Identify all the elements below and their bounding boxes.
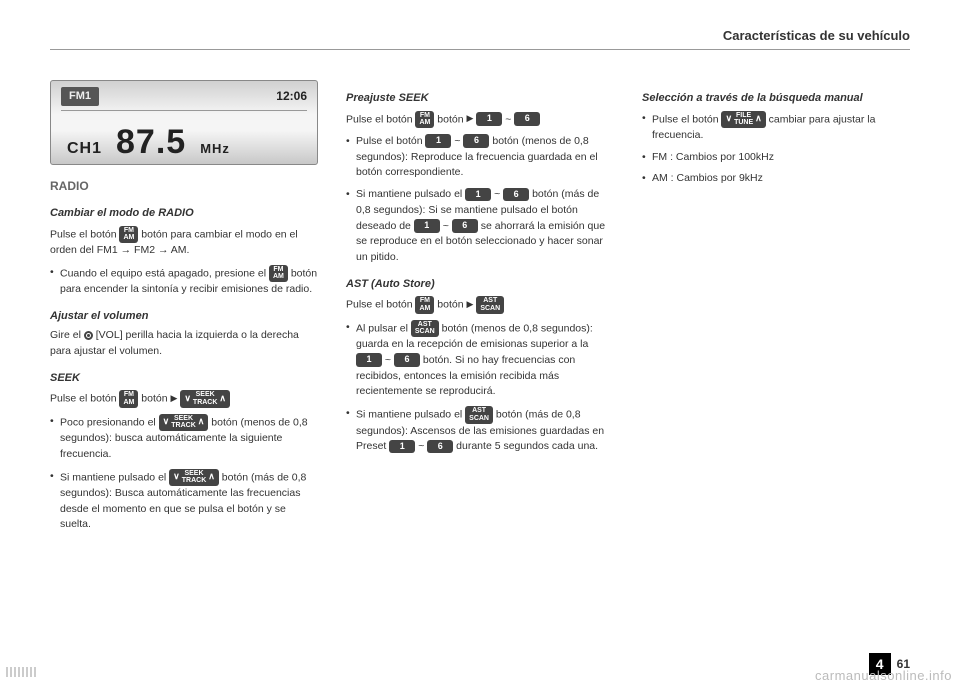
ast-heading: AST (Auto Store) (346, 276, 614, 293)
seek-paragraph: Pulse el botón FM AM botón ▶ ∨ SEEK TRAC… (50, 390, 318, 407)
list-item: AM : Cambios por 9kHz (642, 171, 910, 187)
preset-6-button-icon: 6 (427, 440, 453, 454)
triangle-icon: ▶ (466, 298, 473, 312)
column-3: Selección a través de la búsqueda manual… (642, 80, 910, 539)
preset-heading: Preajuste SEEK (346, 90, 614, 107)
preset-1-button-icon: 1 (389, 440, 415, 454)
lcd-frequency: 87.5 (116, 117, 186, 168)
list-item: Si mantiene pulsado el AST SCAN botón (m… (346, 406, 614, 455)
mode-list: Cuando el equipo está apagado, presione … (50, 265, 318, 298)
manual-page: Características de su vehículo FM1 12:06… (0, 0, 960, 687)
list-item: Si mantiene pulsado el ∨ SEEK TRACK ∧ bo… (50, 469, 318, 534)
preset-1-button-icon: 1 (414, 219, 440, 233)
fm-am-button-icon: FM AM (119, 390, 138, 407)
seek-track-button-icon: ∨ SEEK TRACK ∧ (159, 414, 209, 431)
chevron-up-icon: ∧ (219, 394, 226, 404)
seek-track-button-icon: ∨ SEEK TRACK ∧ (169, 469, 219, 486)
preset-6-button-icon: 6 (503, 188, 529, 202)
chevron-down-icon: ∨ (163, 417, 170, 427)
ast-scan-button-icon: AST SCAN (476, 296, 504, 313)
chevron-down-icon: ∨ (725, 114, 732, 124)
manual-heading: Selección a través de la búsqueda manual (642, 90, 910, 107)
fm-am-button-icon: FM AM (119, 226, 138, 243)
lcd-band: FM1 (61, 87, 99, 106)
content-columns: FM1 12:06 CH1 87.5 MHz RADIO Cambiar el … (50, 80, 910, 539)
preset-1-button-icon: 1 (476, 112, 502, 126)
ast-scan-button-icon: AST SCAN (411, 320, 439, 337)
lcd-clock: 12:06 (276, 87, 307, 106)
preset-6-button-icon: 6 (463, 134, 489, 148)
manual-paragraph: • Pulse el botón ∨ FILE TUNE ∧ cambiar p… (642, 111, 910, 144)
preset-6-button-icon: 6 (452, 219, 478, 233)
lcd-unit: MHz (200, 139, 230, 159)
chevron-up-icon: ∧ (198, 417, 205, 427)
list-item: Al pulsar el AST SCAN botón (menos de 0,… (346, 320, 614, 400)
preset-6-button-icon: 6 (514, 112, 540, 126)
fm-am-button-icon: FM AM (269, 265, 288, 282)
chevron-down-icon: ∨ (173, 472, 180, 482)
chevron-down-icon: ∨ (184, 394, 191, 404)
binding-marks-icon (6, 667, 36, 677)
seek-heading: SEEK (50, 370, 318, 387)
volume-heading: Ajustar el volumen (50, 308, 318, 325)
list-item: Si mantiene pulsado el 1 ~ 6 botón (más … (346, 187, 614, 266)
watermark: carmanualsonline.info (815, 668, 952, 683)
chevron-up-icon: ∧ (755, 114, 762, 124)
radio-heading: RADIO (50, 177, 318, 195)
mode-heading: Cambiar el modo de RADIO (50, 205, 318, 222)
volume-paragraph: Gire el [VOL] perilla hacia la izquierda… (50, 328, 318, 360)
list-item: Poco presionando el ∨ SEEK TRACK ∧ botón… (50, 414, 318, 463)
preset-list: Pulse el botón 1 ~ 6 botón (menos de 0,8… (346, 134, 614, 266)
file-tune-button-icon: ∨ FILE TUNE ∧ (721, 111, 765, 128)
lcd-main-row: CH1 87.5 MHz (61, 117, 307, 168)
triangle-icon: ▶ (170, 392, 177, 406)
preset-6-button-icon: 6 (394, 353, 420, 367)
list-item: Cuando el equipo está apagado, presione … (50, 265, 318, 298)
fm-am-button-icon: FM AM (415, 111, 434, 128)
list-item: Pulse el botón 1 ~ 6 botón (menos de 0,8… (346, 134, 614, 181)
lcd-channel: CH1 (67, 137, 102, 161)
fm-am-button-icon: FM AM (415, 296, 434, 313)
triangle-icon: ▶ (466, 112, 473, 126)
preset-paragraph: Pulse el botón FM AM botón ▶ 1 ~ 6 (346, 111, 614, 128)
preset-1-button-icon: 1 (425, 134, 451, 148)
lcd-top-row: FM1 12:06 (61, 87, 307, 111)
volume-knob-icon (84, 331, 93, 340)
chevron-up-icon: ∧ (208, 472, 215, 482)
page-header: Características de su vehículo (50, 28, 910, 50)
manual-list: FM : Cambios por 100kHz AM : Cambios por… (642, 150, 910, 188)
section-title: Características de su vehículo (723, 28, 910, 43)
ast-paragraph: Pulse el botón FM AM botón ▶ AST SCAN (346, 296, 614, 313)
list-item: FM : Cambios por 100kHz (642, 150, 910, 166)
seek-list: Poco presionando el ∨ SEEK TRACK ∧ botón… (50, 414, 318, 534)
column-1: FM1 12:06 CH1 87.5 MHz RADIO Cambiar el … (50, 80, 318, 539)
preset-1-button-icon: 1 (356, 353, 382, 367)
ast-scan-button-icon: AST SCAN (465, 406, 493, 423)
preset-1-button-icon: 1 (465, 188, 491, 202)
column-2: Preajuste SEEK Pulse el botón FM AM botó… (346, 80, 614, 539)
mode-paragraph: Pulse el botón FM AM botón para cambiar … (50, 226, 318, 259)
radio-lcd-display: FM1 12:06 CH1 87.5 MHz (50, 80, 318, 165)
seek-track-button-icon: ∨ SEEK TRACK ∧ (180, 390, 230, 407)
ast-list: Al pulsar el AST SCAN botón (menos de 0,… (346, 320, 614, 455)
